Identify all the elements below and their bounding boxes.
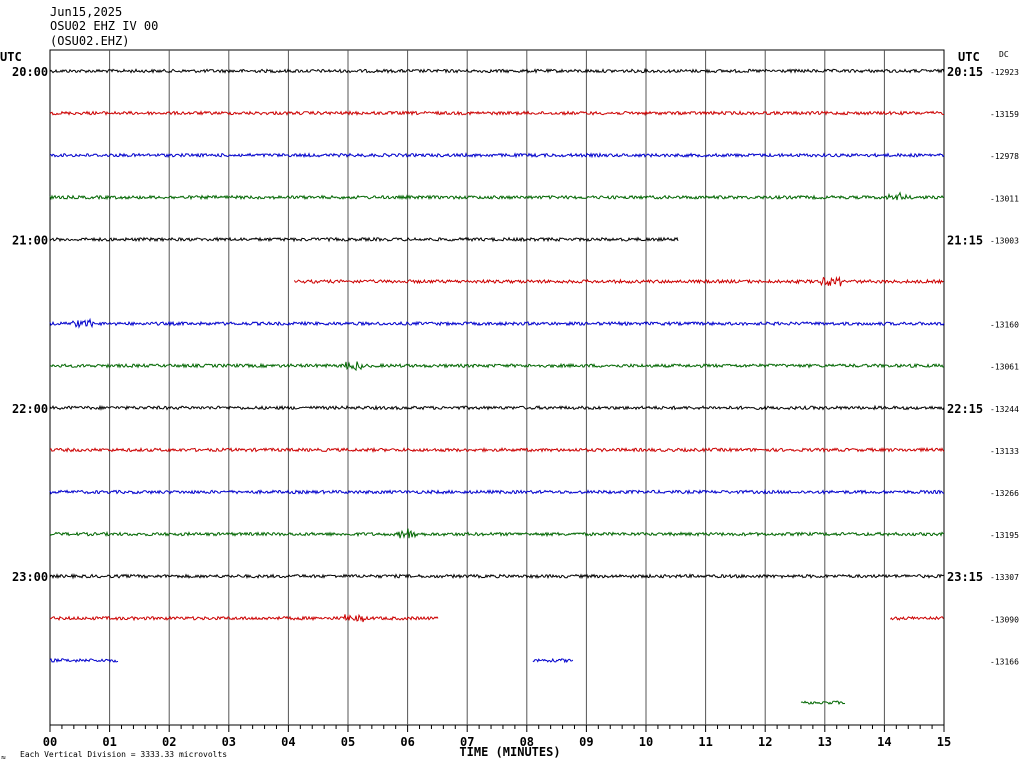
dc-offset-label: -13061 (990, 363, 1019, 372)
left-time-label: 21:00 (12, 233, 48, 247)
right-axis-title: UTC (958, 50, 980, 64)
dc-offset-label: -13160 (990, 321, 1019, 330)
dc-offset-label: -13090 (990, 615, 1019, 624)
dc-offset-label: -13166 (990, 657, 1019, 666)
trace-row-5-segment-0 (293, 275, 944, 287)
dc-offset-label: -13195 (990, 531, 1019, 540)
plot-frame (49, 49, 945, 726)
trace-row-7-segment-0 (49, 361, 945, 372)
x-tick-label: 10 (639, 735, 653, 749)
x-tick-label: 06 (400, 735, 414, 749)
x-tick-label: 05 (341, 735, 355, 749)
x-tick-label: 04 (281, 735, 295, 749)
trace-row-3-segment-0 (49, 191, 945, 201)
dc-offset-label: -13011 (990, 194, 1019, 203)
right-time-label: 22:15 (947, 402, 983, 416)
trace-row-13-segment-0 (49, 613, 439, 623)
seismic-traces (49, 67, 945, 706)
trace-row-13-segment-1 (890, 615, 944, 621)
left-axis-title: UTC (0, 50, 22, 64)
trace-row-10-segment-0 (49, 488, 945, 495)
x-tick-label: 02 (162, 735, 176, 749)
trace-row-15-segment-0 (800, 700, 846, 706)
x-tick-label: 11 (698, 735, 712, 749)
dc-offset-label: -12978 (990, 152, 1019, 161)
right-time-label: 20:15 (947, 65, 983, 79)
trace-row-4-segment-0 (49, 236, 679, 243)
right-time-label: 21:15 (947, 233, 983, 247)
x-axis-ticks: 00 01 02 03 04 05 06 07 08 09 10 11 12 13 14 15 (43, 725, 951, 749)
dc-offset-label: -12923 (990, 68, 1019, 77)
station-id: OSU02 EHZ IV 00 (50, 19, 158, 33)
record-date: Jun15,2025 (50, 5, 122, 19)
time-labels: 20:00 21:00 22:00 23:00 20:15 21:15 22:15 23:15 (12, 65, 983, 584)
minute-gridlines (109, 50, 885, 725)
x-tick-label: 13 (818, 735, 832, 749)
dc-offset-label: -13159 (990, 110, 1019, 119)
dc-offset-label: -13003 (990, 236, 1019, 245)
left-time-label: 23:00 (12, 570, 48, 584)
trace-row-14-segment-0 (49, 657, 119, 663)
trace-row-1-segment-0 (49, 110, 944, 117)
trace-row-9-segment-0 (49, 446, 945, 454)
trace-row-12-segment-0 (49, 573, 945, 580)
right-time-label: 23:15 (947, 570, 983, 584)
trace-row-6-segment-0 (49, 317, 945, 329)
trace-row-0-segment-0 (49, 67, 945, 75)
dc-offset-labels: -12923 -13159 -12978 -13011 -13003 -13160 -130… (990, 68, 1019, 666)
x-tick-label: 15 (937, 735, 951, 749)
channel-id: (OSU02.EHZ) (50, 34, 129, 48)
trace-row-14-segment-1 (532, 657, 574, 664)
x-tick-label: 08 (520, 735, 534, 749)
x-tick-label: 00 (43, 735, 57, 749)
footer-mark: ≈ (1, 753, 6, 762)
x-tick-label: 12 (758, 735, 772, 749)
dc-offset-label: -13307 (990, 573, 1019, 582)
dc-title: DC (999, 50, 1009, 59)
trace-row-8-segment-0 (49, 404, 945, 411)
trace-row-11-segment-0 (49, 528, 945, 539)
dc-offset-label: -13133 (990, 447, 1019, 456)
dc-offset-label: -13244 (990, 405, 1019, 414)
x-tick-label: 14 (877, 735, 891, 749)
dc-offset-label: -13266 (990, 489, 1019, 498)
x-tick-label: 03 (222, 735, 236, 749)
vertical-division-note: Each Vertical Division = 3333.33 microvo… (20, 750, 227, 759)
left-time-label: 22:00 (12, 402, 48, 416)
x-tick-label: 07 (460, 735, 474, 749)
trace-row-2-segment-0 (49, 152, 945, 159)
x-axis-title: TIME (MINUTES) (459, 745, 560, 759)
x-tick-label: 01 (102, 735, 116, 749)
left-time-label: 20:00 (12, 65, 48, 79)
x-tick-label: 09 (579, 735, 593, 749)
